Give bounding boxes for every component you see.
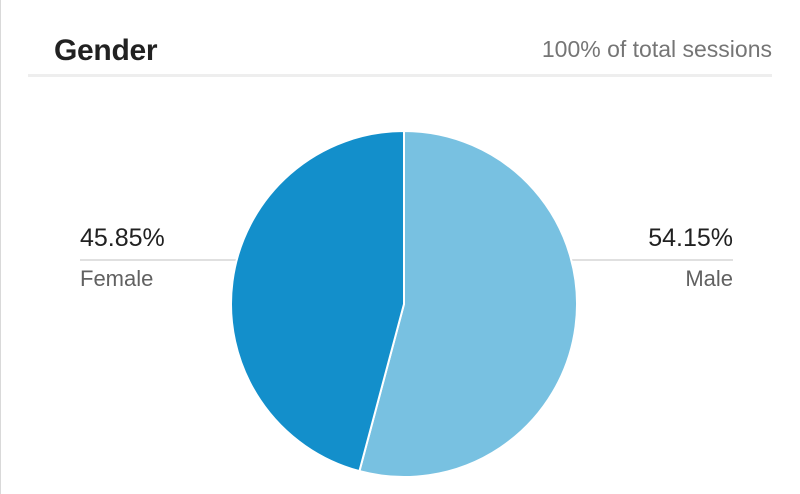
card-subtitle: 100% of total sessions bbox=[541, 36, 772, 62]
male-percent-label: 54.15% bbox=[648, 224, 733, 252]
pie-slice-female[interactable] bbox=[230, 129, 405, 473]
female-category-label: Female bbox=[80, 266, 154, 291]
card-title: Gender bbox=[54, 34, 158, 67]
pie-slice-male[interactable] bbox=[358, 129, 579, 478]
header-divider bbox=[28, 74, 772, 77]
female-percent-label: 45.85% bbox=[80, 224, 165, 252]
male-category-label: Male bbox=[685, 266, 733, 291]
card-left-border bbox=[0, 0, 1, 494]
